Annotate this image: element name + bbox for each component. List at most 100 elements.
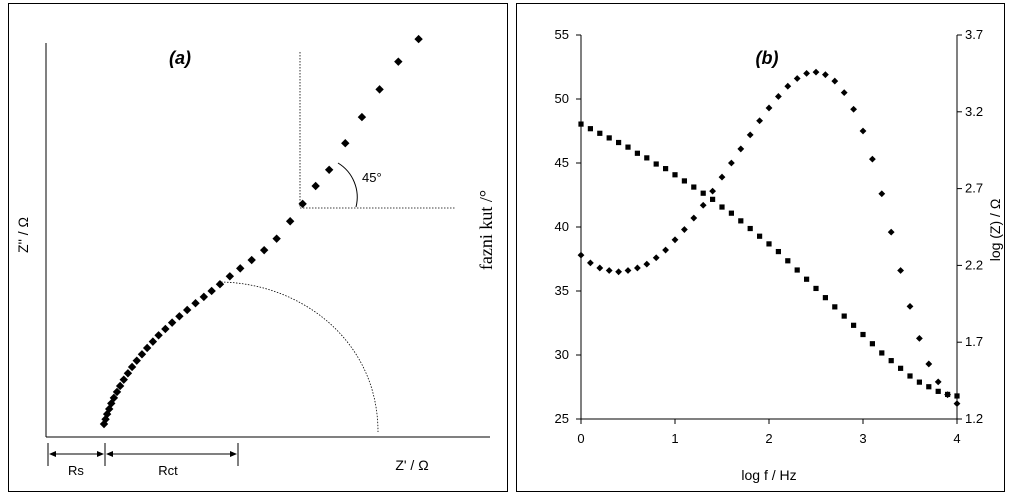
log-z-point xyxy=(747,225,753,232)
panel-b-x-label: log f / Hz xyxy=(741,467,796,483)
nyquist-point xyxy=(394,57,403,66)
log-z-point xyxy=(606,135,612,141)
y-tick-label: 30 xyxy=(555,347,569,362)
phase-angle-point xyxy=(859,127,867,135)
log-z-point xyxy=(587,126,593,132)
log-z-point xyxy=(766,241,772,247)
rs-label: Rs xyxy=(68,463,84,478)
log-z-point xyxy=(785,258,791,264)
phase-angle-point xyxy=(756,117,763,125)
nyquist-point xyxy=(324,165,334,174)
y2-tick-label: 3.7 xyxy=(965,27,983,42)
rct-arrowhead-right xyxy=(230,451,237,457)
nyquist-point xyxy=(137,350,147,359)
phase-angle-point xyxy=(709,187,716,195)
log-z-point xyxy=(851,322,857,328)
phase-angle-point xyxy=(869,155,876,163)
phase-angle-point xyxy=(634,264,641,272)
nyquist-point xyxy=(259,245,269,255)
nyquist-point xyxy=(298,199,307,209)
log-z-point xyxy=(625,144,631,150)
log-z-point xyxy=(634,150,640,156)
log-z-point xyxy=(813,285,819,292)
log-z-point xyxy=(616,139,622,146)
log-z-point xyxy=(841,313,847,319)
log-z-point xyxy=(597,130,603,136)
y-tick-label: 50 xyxy=(555,91,569,106)
phase-angle-point xyxy=(765,104,773,112)
log-z-point xyxy=(672,172,678,178)
log-z-point xyxy=(935,388,941,394)
nyquist-point xyxy=(375,85,384,94)
nyquist-point xyxy=(191,299,200,308)
phase-angle-point xyxy=(662,246,669,254)
log-z-point xyxy=(888,358,894,364)
nyquist-point xyxy=(109,393,119,403)
nyquist-point xyxy=(142,343,152,353)
nyquist-point xyxy=(215,280,225,289)
panel-a-title: (a) xyxy=(169,48,191,68)
x-tick-label: 3 xyxy=(859,431,866,446)
rs-arrowhead-left xyxy=(49,451,56,457)
log-z-point xyxy=(898,365,904,371)
phase-angle-point xyxy=(897,267,904,274)
panel-b-frame xyxy=(516,3,1005,492)
phase-angle-point xyxy=(652,254,660,262)
semicircle-guide xyxy=(217,281,379,433)
nyquist-point xyxy=(199,292,209,302)
log-z-point xyxy=(945,391,951,398)
log-z-point xyxy=(822,295,828,301)
phase-angle-point xyxy=(596,264,604,272)
nyquist-point xyxy=(161,324,170,334)
log-z-point xyxy=(869,341,875,347)
phase-angle-point xyxy=(934,378,942,386)
log-z-point xyxy=(804,276,810,282)
log-z-point xyxy=(700,190,706,196)
log-z-point xyxy=(578,121,584,127)
nyquist-point xyxy=(183,305,192,315)
y-tick-label: 55 xyxy=(555,27,569,42)
y2-tick-label: 2.2 xyxy=(965,257,983,272)
phase-angle-point xyxy=(605,267,613,274)
log-z-point xyxy=(916,379,922,385)
phase-angle-point xyxy=(878,190,886,198)
nyquist-point xyxy=(127,362,137,372)
phase-angle-point xyxy=(728,159,735,167)
rct-arrowhead-left xyxy=(106,451,113,457)
phase-angle-point xyxy=(850,105,857,113)
phase-angle-point xyxy=(784,82,792,90)
nyquist-point xyxy=(272,234,281,243)
phase-angle-point xyxy=(737,145,745,153)
nyquist-point xyxy=(119,375,128,384)
rs-arrowhead-right xyxy=(97,451,104,457)
y-tick-label: 25 xyxy=(555,411,569,426)
log-z-point xyxy=(738,218,744,224)
x-tick-label: 1 xyxy=(671,431,678,446)
x-tick-label: 4 xyxy=(953,431,960,446)
nyquist-point xyxy=(132,356,141,365)
nyquist-point xyxy=(175,312,184,321)
log-z-point xyxy=(691,184,697,190)
panel-a-frame xyxy=(8,3,508,492)
panel-a-y-label: Z'' / Ω xyxy=(15,217,31,253)
log-z-point xyxy=(728,210,734,216)
log-z-point xyxy=(644,155,650,161)
panel-b: (b) log f / Hz fazni kut /° log (Z) / Ω … xyxy=(476,27,1003,483)
panel-a-points xyxy=(99,34,423,429)
nyquist-point xyxy=(311,181,320,191)
nyquist-point xyxy=(167,318,177,327)
phase-angle-point xyxy=(681,226,688,233)
nyquist-point xyxy=(341,139,350,148)
log-z-point xyxy=(663,166,669,172)
phase-angle-point xyxy=(718,173,726,181)
panel-b-y2-label: log (Z) / Ω xyxy=(987,199,1003,262)
log-z-point xyxy=(879,350,885,356)
panel-a: (a) Z'' / Ω Z' / Ω Rs Rct 45° xyxy=(15,34,490,478)
phase-angle-point xyxy=(615,268,622,276)
nyquist-point xyxy=(115,381,125,391)
panel-b-title: (b) xyxy=(756,48,779,68)
log-z-point xyxy=(794,267,800,273)
y2-tick-label: 2.7 xyxy=(965,181,983,196)
nyquist-point xyxy=(357,112,367,122)
phase-angle-point xyxy=(587,259,594,267)
